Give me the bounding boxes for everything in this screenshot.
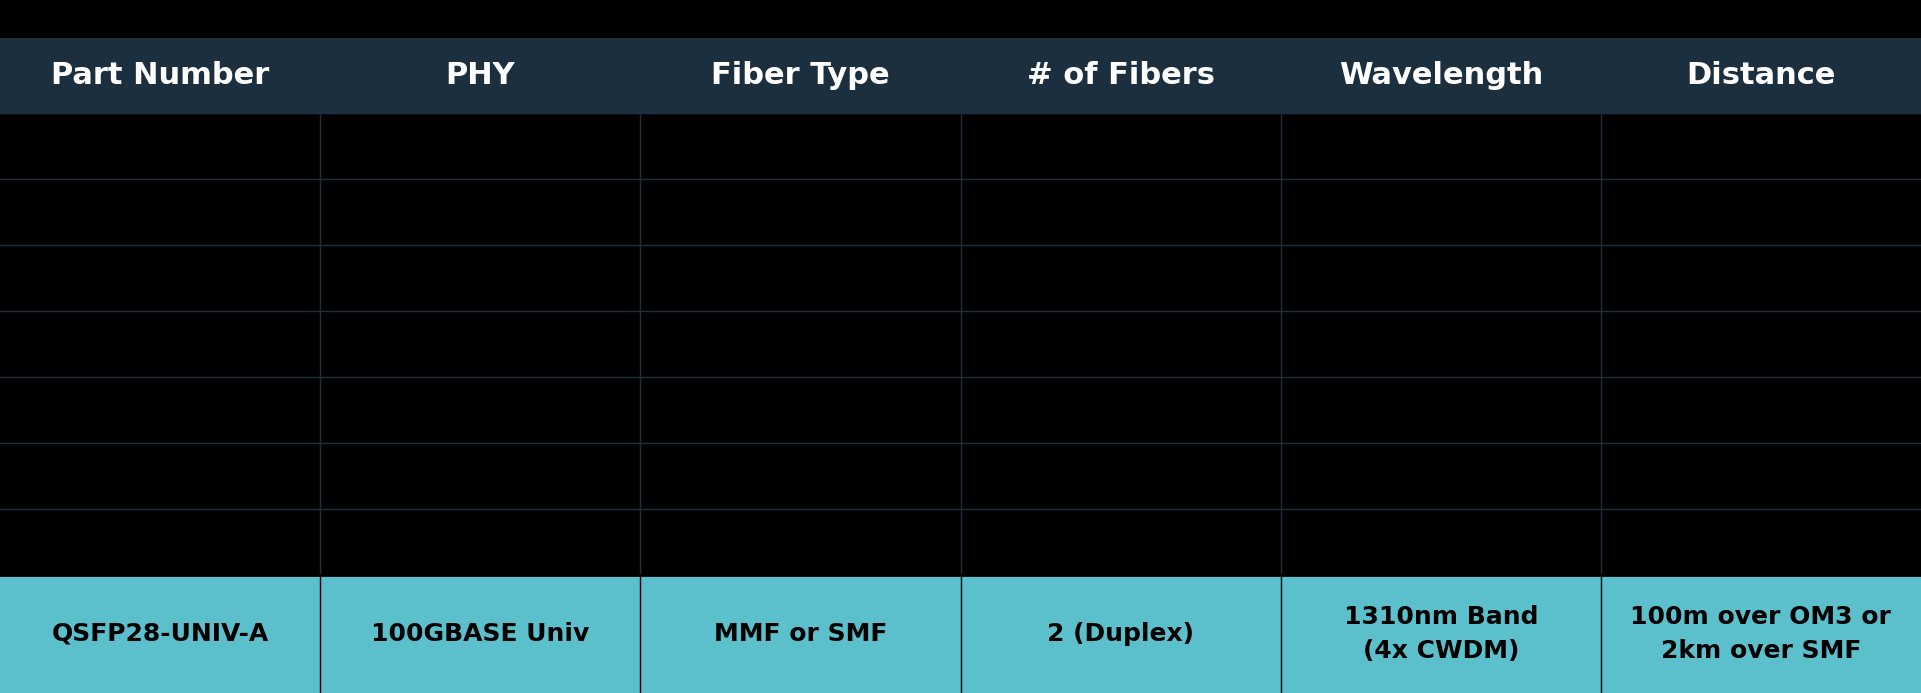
Text: Part Number: Part Number: [52, 61, 269, 90]
Bar: [640, 245, 960, 311]
Bar: [1281, 509, 1600, 575]
Bar: [0, 575, 321, 693]
Text: Fiber Type: Fiber Type: [711, 61, 889, 90]
Text: 100m over OM3 or
2km over SMF: 100m over OM3 or 2km over SMF: [1631, 605, 1892, 663]
Bar: [960, 311, 1281, 377]
Bar: [960, 245, 1281, 311]
Bar: [321, 245, 640, 311]
Bar: [321, 311, 640, 377]
Bar: [640, 443, 960, 509]
Bar: [0, 311, 321, 377]
Bar: [1281, 179, 1600, 245]
Bar: [1600, 575, 1921, 693]
Bar: [321, 575, 640, 693]
Bar: [1281, 377, 1600, 443]
Text: # of Fibers: # of Fibers: [1026, 61, 1214, 90]
Bar: [1600, 377, 1921, 443]
Bar: [1281, 245, 1600, 311]
Bar: [0, 245, 321, 311]
Bar: [0, 443, 321, 509]
Bar: [321, 113, 640, 179]
Bar: [960, 509, 1281, 575]
Text: PHY: PHY: [446, 61, 515, 90]
Bar: [640, 38, 960, 113]
Bar: [960, 575, 1281, 693]
Bar: [960, 113, 1281, 179]
Bar: [1600, 245, 1921, 311]
Bar: [640, 311, 960, 377]
Text: 1310nm Band
(4x CWDM): 1310nm Band (4x CWDM): [1343, 605, 1539, 663]
Bar: [640, 509, 960, 575]
Bar: [321, 38, 640, 113]
Bar: [640, 179, 960, 245]
Bar: [0, 179, 321, 245]
Text: 100GBASE Univ: 100GBASE Univ: [371, 622, 590, 646]
Bar: [640, 575, 960, 693]
Bar: [0, 509, 321, 575]
Text: Distance: Distance: [1687, 61, 1836, 90]
Bar: [960, 179, 1281, 245]
Bar: [321, 443, 640, 509]
Bar: [1600, 443, 1921, 509]
Bar: [960, 443, 1281, 509]
Text: QSFP28-UNIV-A: QSFP28-UNIV-A: [52, 622, 269, 646]
Text: MMF or SMF: MMF or SMF: [715, 622, 888, 646]
Bar: [640, 113, 960, 179]
Bar: [321, 377, 640, 443]
Bar: [1600, 113, 1921, 179]
Bar: [1600, 179, 1921, 245]
Bar: [1600, 311, 1921, 377]
Bar: [321, 179, 640, 245]
Bar: [1600, 38, 1921, 113]
Bar: [1281, 113, 1600, 179]
Bar: [1281, 443, 1600, 509]
Bar: [0, 377, 321, 443]
Bar: [960, 38, 1281, 113]
Bar: [321, 509, 640, 575]
Bar: [1281, 38, 1600, 113]
Bar: [1600, 509, 1921, 575]
Bar: [1281, 575, 1600, 693]
Bar: [0, 38, 321, 113]
Bar: [640, 377, 960, 443]
Text: 2 (Duplex): 2 (Duplex): [1047, 622, 1195, 646]
Text: Wavelength: Wavelength: [1339, 61, 1543, 90]
Bar: [1281, 311, 1600, 377]
Bar: [960, 377, 1281, 443]
Bar: [0, 113, 321, 179]
